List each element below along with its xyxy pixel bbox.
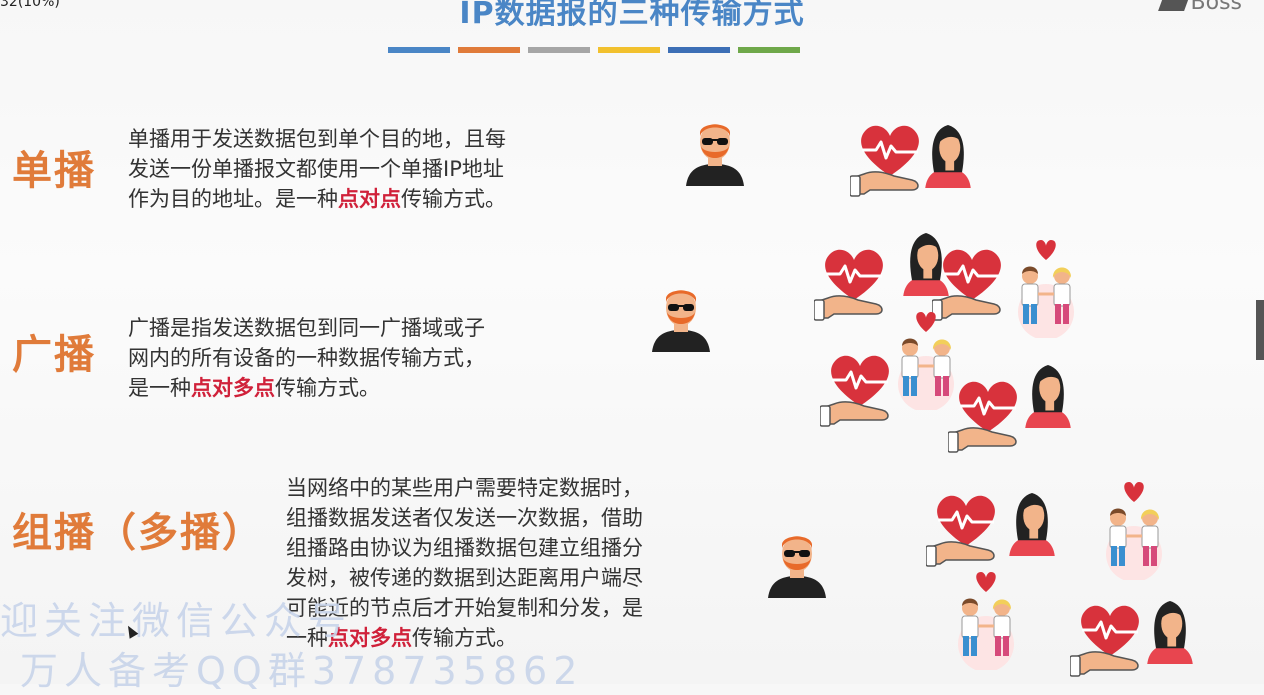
desc-line: 一种点对多点传输方式。 (286, 623, 643, 653)
couple-icon (946, 570, 1026, 670)
title-bar (458, 47, 520, 53)
sender-person-icon (646, 286, 716, 352)
desc-line: 作为目的地址。是一种点对点传输方式。 (128, 184, 506, 214)
highlight-term: 点对点 (338, 187, 401, 211)
heart-in-hand-icon (850, 118, 930, 198)
multicast-receivers (924, 470, 1214, 680)
desc-text: 是一种 (128, 376, 191, 400)
progress-indicator-text: 32(10%) (0, 0, 60, 10)
sender-person-icon (680, 120, 750, 186)
couple-icon (1006, 238, 1086, 338)
woman-icon (1142, 594, 1198, 664)
heart-in-hand-icon (1070, 598, 1150, 678)
couple-icon (1094, 480, 1174, 580)
desc-line: 发送一份单播报文都使用一个单播IP地址 (128, 157, 504, 181)
desc-line: 当网络中的某些用户需要特定数据时， (286, 476, 643, 500)
desc-line: 网内的所有设备的一种数据传输方式， (128, 346, 485, 370)
woman-icon (920, 118, 976, 188)
desc-text: 一种 (286, 626, 328, 650)
side-scroll-handle[interactable] (1256, 300, 1264, 360)
desc-line: 是一种点对多点传输方式。 (128, 373, 485, 403)
woman-icon (1020, 358, 1076, 428)
desc-line: 可能近的节点后才开始复制和分发，是 (286, 596, 643, 620)
title-bar (668, 47, 730, 53)
multicast-label: 组播（多播） (12, 510, 264, 556)
highlight-term: 点对多点 (191, 376, 275, 400)
highlight-term: 点对多点 (328, 626, 412, 650)
title-bar (528, 47, 590, 53)
watermark-line-1: 迎关注微信公众号 (0, 599, 353, 643)
desc-line: 发树，被传递的数据到达距离用户端尽 (286, 566, 643, 590)
broadcast-receivers (810, 230, 1100, 460)
desc-line: 单播用于发送数据包到单个目的地，且每 (128, 127, 506, 151)
desc-text: 传输方式。 (275, 376, 380, 400)
broadcast-label: 广播 (12, 332, 96, 378)
desc-text: 传输方式。 (401, 187, 506, 211)
heart-in-hand-icon (926, 488, 1006, 568)
sender-person-icon (762, 532, 832, 598)
desc-text: 作为目的地址。是一种 (128, 187, 338, 211)
desc-line: 组播数据发送者仅发送一次数据，借助 (286, 506, 643, 530)
logo-text: Boss (1190, 0, 1242, 15)
brand-logo: Boss (1157, 0, 1242, 15)
unicast-label: 单播 (12, 148, 96, 194)
unicast-receiver (850, 118, 930, 202)
broadcast-description: 广播是指发送数据包到同一广播域或子 网内的所有设备的一种数据传输方式， 是一种点… (128, 313, 485, 403)
desc-line: 组播路由协议为组播数据包建立组播分 (286, 536, 643, 560)
title-bar (598, 47, 660, 53)
heart-in-hand-icon (814, 242, 894, 322)
unicast-description: 单播用于发送数据包到单个目的地，且每 发送一份单播报文都使用一个单播IP地址 作… (128, 124, 506, 214)
woman-icon (1004, 486, 1060, 556)
desc-text: 传输方式。 (412, 626, 517, 650)
heart-in-hand-icon (948, 374, 1028, 454)
title-underline-bars (388, 47, 800, 53)
watermark-line-2: 万人备考QQ群378735862 (20, 649, 584, 693)
multicast-description: 当网络中的某些用户需要特定数据时， 组播数据发送者仅发送一次数据，借助 组播路由… (286, 473, 643, 653)
slide-title: IP数据报的三种传输方式 (459, 0, 805, 31)
desc-line: 广播是指发送数据包到同一广播域或子 (128, 316, 485, 340)
title-bar (738, 47, 800, 53)
title-bar (388, 47, 450, 53)
